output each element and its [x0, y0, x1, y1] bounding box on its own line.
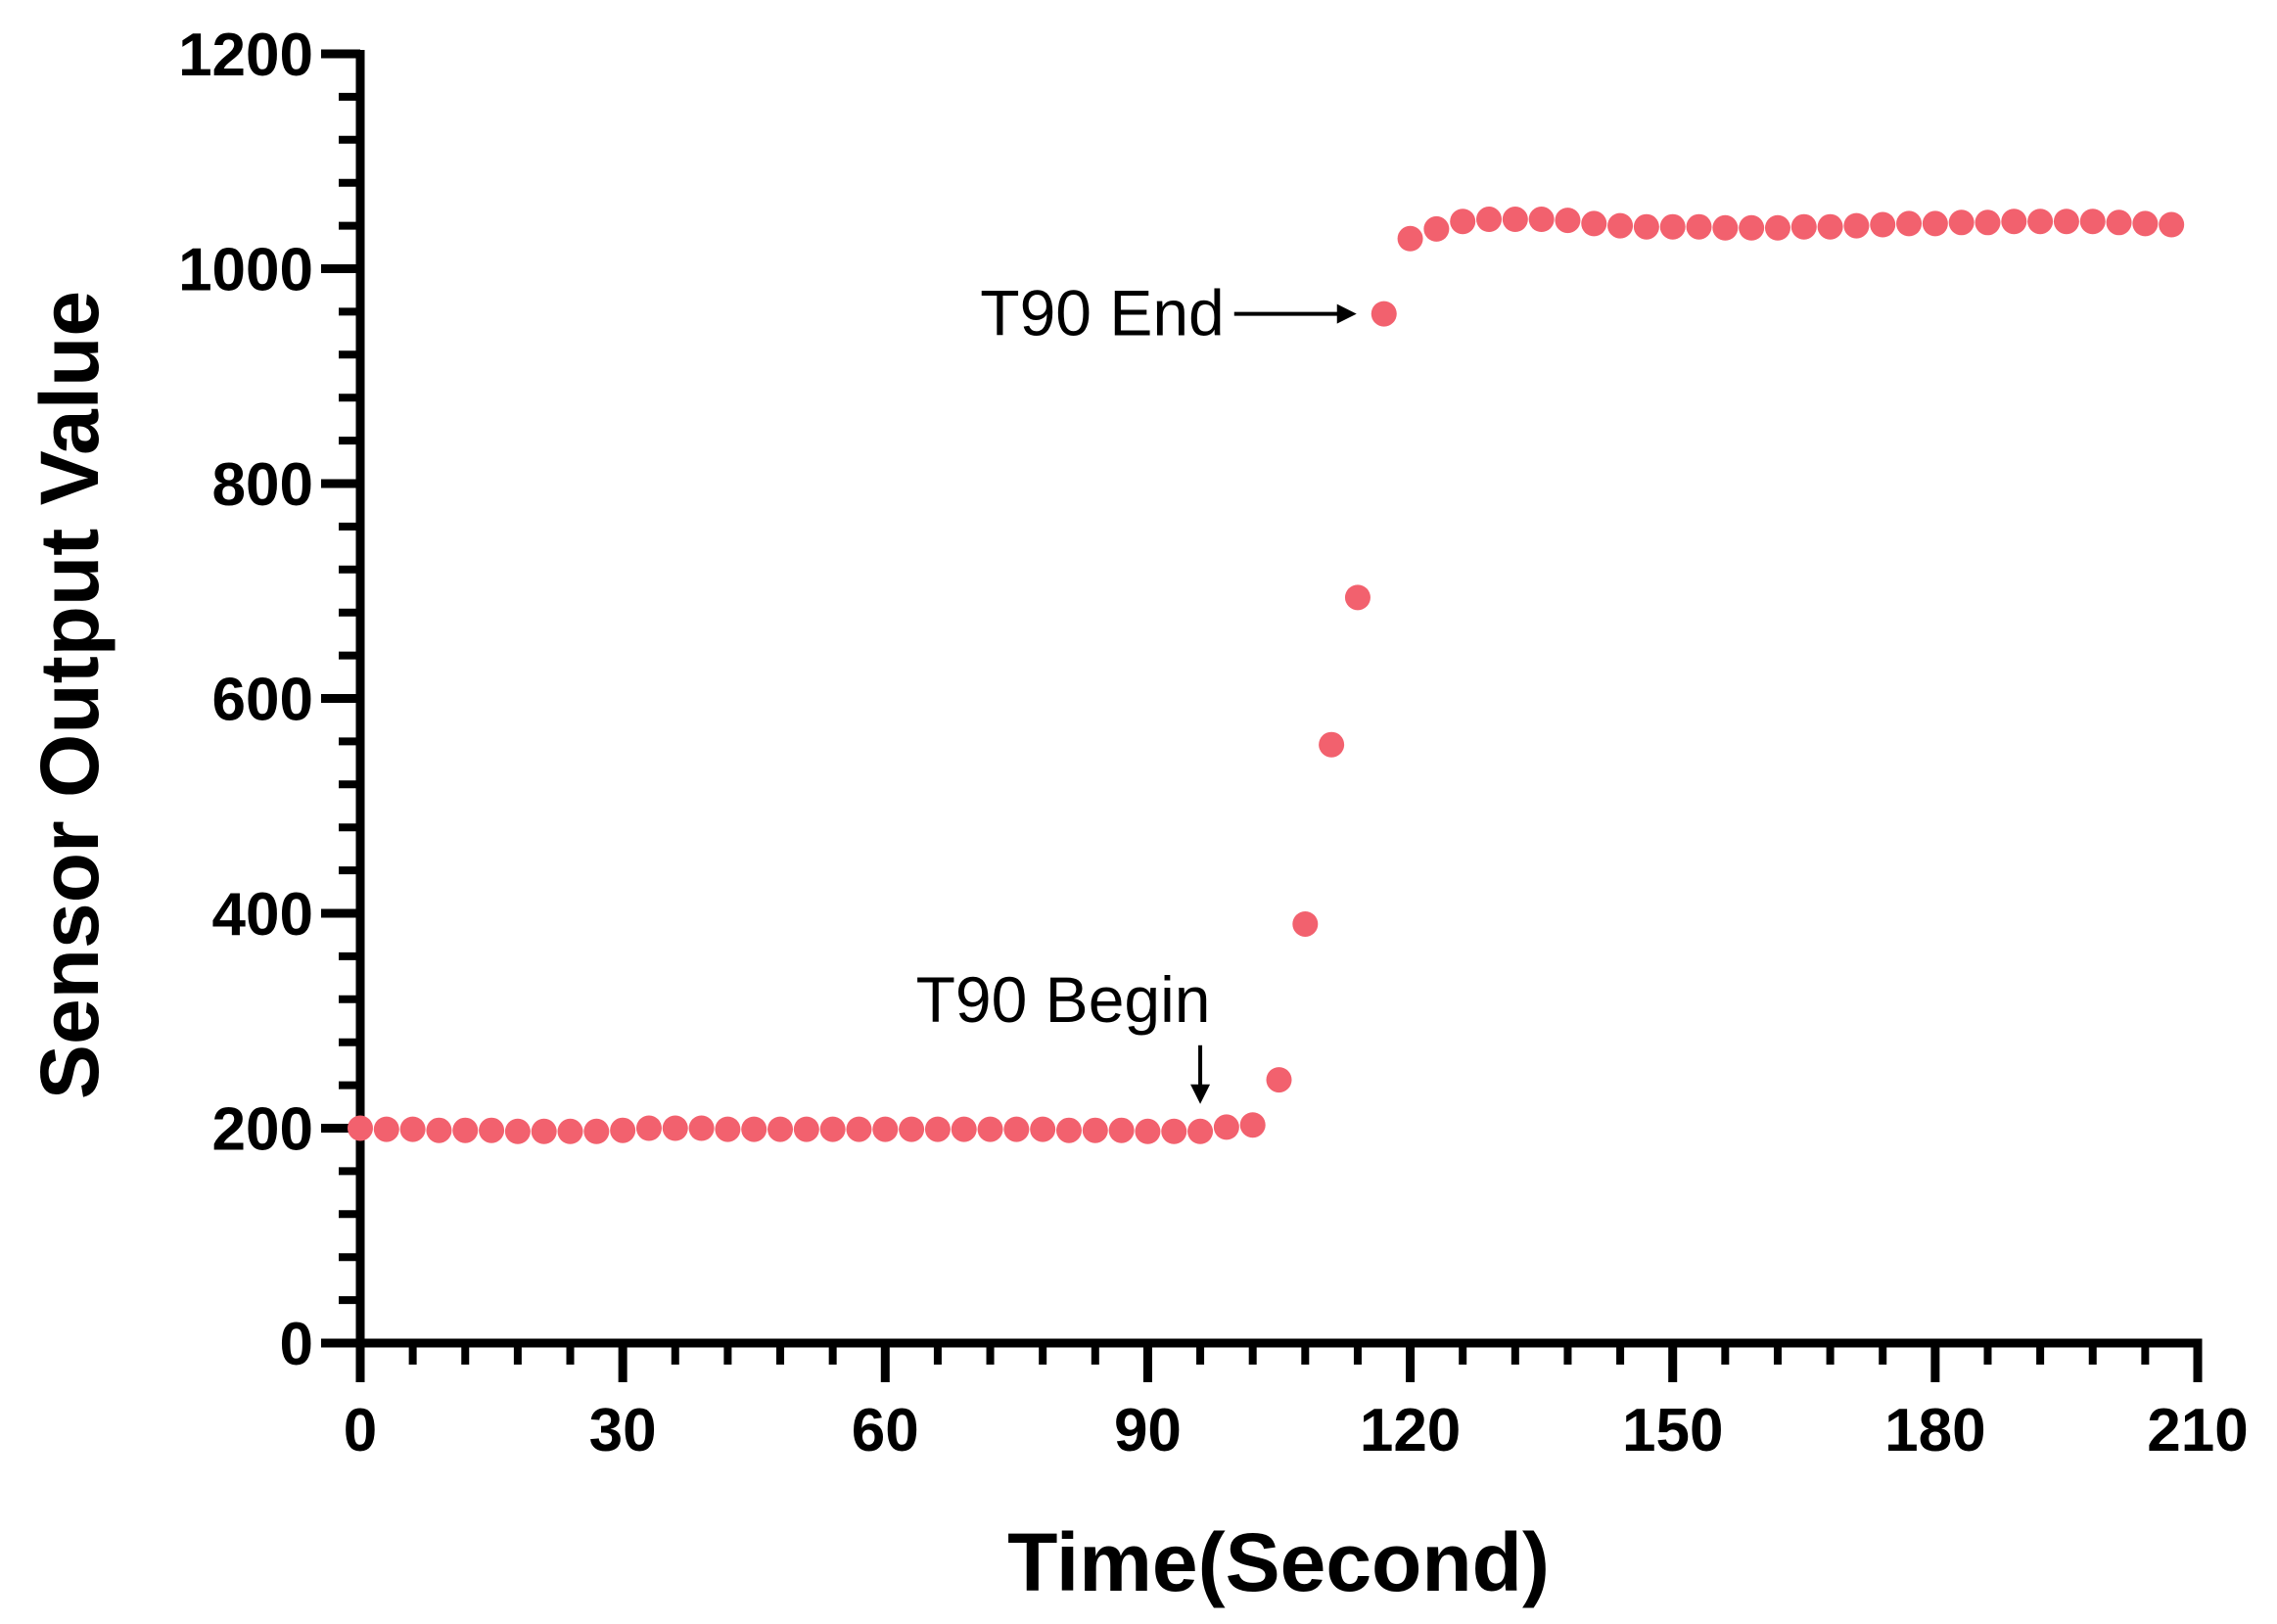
x-axis: 0 30 60 90 120 150 180 210: [321, 1338, 2249, 1464]
y-tick-label: 1000: [178, 237, 313, 304]
data-point: [2001, 209, 2027, 235]
data-point: [1397, 225, 1423, 252]
annotation-label: T90 Begin: [916, 963, 1211, 1036]
data-point: [2106, 209, 2132, 236]
y-axis-title: Sensor Output Value: [23, 291, 116, 1099]
data-point: [1213, 1114, 1239, 1140]
data-point: [1135, 1118, 1161, 1144]
data-point: [1896, 210, 1923, 237]
data-point: [793, 1116, 819, 1142]
y-tick-label: 200: [212, 1096, 313, 1164]
data-point: [504, 1118, 531, 1144]
data-point: [1030, 1116, 1056, 1142]
y-tick-label: 800: [212, 451, 313, 519]
data-point: [426, 1117, 452, 1143]
x-tick-label: 120: [1360, 1397, 1461, 1464]
data-point: [2132, 210, 2159, 237]
data-point: [2159, 211, 2185, 238]
data-point: [1790, 213, 1817, 240]
annotations: T90 Begin T90 End: [916, 277, 1357, 1104]
data-point: [1187, 1118, 1214, 1144]
data-point: [1948, 209, 1975, 236]
data-point: [1555, 208, 1581, 234]
data-point: [1739, 214, 1765, 241]
data-point: [610, 1117, 636, 1143]
data-point: [557, 1118, 583, 1144]
data-point: [1922, 210, 1948, 237]
data-point: [531, 1118, 557, 1144]
data-point: [1975, 209, 2001, 236]
data-point: [1476, 207, 1503, 233]
data-point: [452, 1117, 479, 1143]
data-point: [1344, 584, 1371, 611]
data-point: [1633, 213, 1659, 240]
data-point: [583, 1118, 610, 1144]
data-point: [872, 1116, 899, 1142]
data-point: [1371, 301, 1397, 327]
data-point: [1423, 215, 1450, 242]
data-point: [1003, 1116, 1030, 1142]
data-point: [373, 1116, 399, 1142]
data-point: [688, 1115, 715, 1141]
x-tick-label: 180: [1884, 1397, 1985, 1464]
data-point: [348, 1115, 373, 1141]
x-axis-title: Time(Second): [1007, 1516, 1550, 1608]
data-point: [1082, 1117, 1108, 1143]
data-point: [662, 1115, 688, 1141]
annotation-arrow-head: [1190, 1084, 1211, 1104]
data-point: [1239, 1112, 1266, 1138]
data-point: [1266, 1067, 1292, 1093]
y-axis: 0 200 400 600 800 1000 1200: [178, 22, 365, 1378]
data-point: [899, 1116, 925, 1142]
data-point: [1843, 212, 1870, 239]
data-point: [819, 1116, 846, 1142]
data-points: [348, 207, 2185, 1144]
data-point: [1817, 213, 1843, 240]
data-point: [1292, 910, 1319, 937]
data-point: [1581, 210, 1607, 237]
data-point: [924, 1116, 951, 1142]
data-point: [1108, 1117, 1135, 1143]
y-tick-label: 1200: [178, 22, 313, 89]
data-point: [767, 1116, 794, 1142]
data-point: [715, 1116, 741, 1142]
x-tick-label: 150: [1622, 1397, 1723, 1464]
data-point: [1161, 1118, 1187, 1144]
data-point: [741, 1116, 767, 1142]
data-point: [1528, 207, 1555, 233]
data-point: [1764, 214, 1790, 241]
data-point: [2079, 209, 2106, 235]
data-point: [479, 1117, 505, 1143]
annotation-label: T90 End: [980, 277, 1225, 349]
data-point: [846, 1116, 872, 1142]
x-tick-label: 30: [589, 1397, 657, 1464]
data-point: [1055, 1117, 1082, 1143]
annotation-arrow-head: [1336, 303, 1357, 324]
y-tick-label: 600: [212, 667, 313, 734]
data-point: [635, 1115, 662, 1141]
y-tick-label: 0: [280, 1311, 313, 1378]
x-tick-label: 210: [2147, 1397, 2248, 1464]
data-point: [1659, 213, 1686, 240]
data-point: [977, 1116, 1003, 1142]
x-tick-label: 60: [852, 1397, 919, 1464]
data-point: [1712, 214, 1739, 241]
data-point: [1607, 212, 1634, 239]
data-point: [399, 1116, 426, 1142]
x-tick-label: 90: [1114, 1397, 1182, 1464]
data-point: [2053, 209, 2079, 235]
data-point: [1502, 207, 1528, 233]
data-point: [1450, 209, 1476, 235]
data-point: [1686, 213, 1712, 240]
data-point: [2027, 209, 2054, 235]
y-tick-label: 400: [212, 881, 313, 949]
data-point: [1319, 731, 1345, 758]
x-tick-label: 0: [344, 1397, 377, 1464]
data-point: [1870, 211, 1896, 238]
data-point: [951, 1116, 977, 1142]
